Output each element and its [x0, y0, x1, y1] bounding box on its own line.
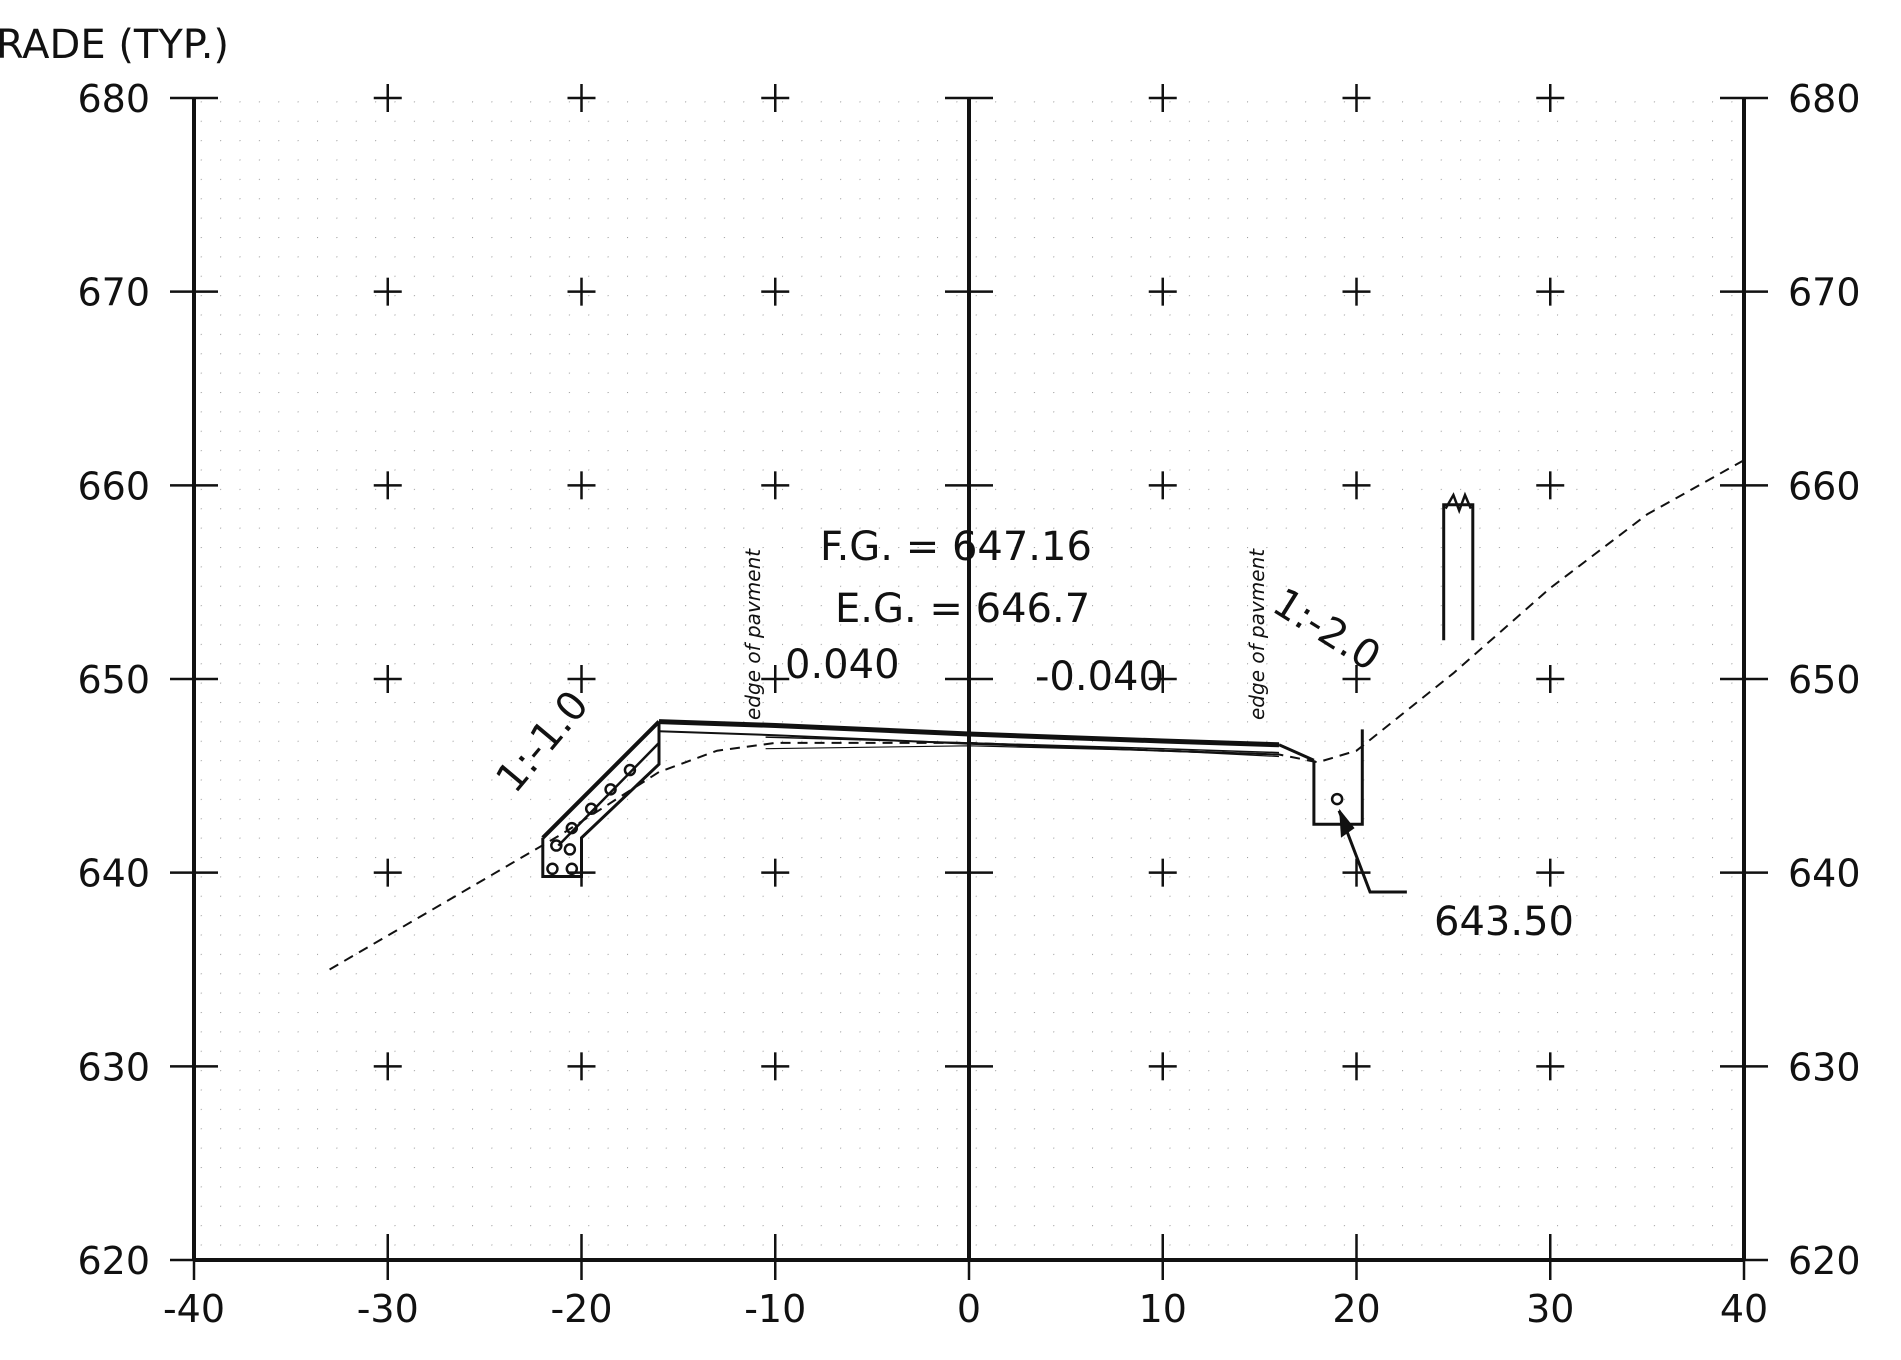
major-grid-crosses	[170, 84, 1768, 1280]
y-tick-labels-left: 680 670 660 650 640 630 620	[77, 77, 150, 1283]
profiles	[329, 459, 1745, 971]
ditch-elevation-point	[1330, 792, 1344, 806]
x-tick-labels: -40 -30 -20 -10 0 10 20 30 40	[163, 1287, 1768, 1331]
y-tick-label-right: 650	[1788, 658, 1861, 702]
y-tick-label-right: 620	[1788, 1239, 1861, 1283]
y-tick-label-left: 670	[77, 271, 150, 315]
y-tick-label-left: 660	[77, 464, 150, 508]
eg-label: E.G. = 646.7	[835, 586, 1090, 632]
rebar-dot	[565, 862, 579, 876]
fg-label: F.G. = 647.16	[820, 524, 1092, 570]
y-tick-labels-right: 680 670 660 650 640 630 620	[1788, 77, 1861, 1283]
rebar-dot	[550, 839, 563, 852]
x-tick-label: -40	[163, 1287, 225, 1331]
subgrade-line-2	[765, 745, 1280, 758]
x-tick-label: 40	[1720, 1287, 1768, 1331]
subgrade-line	[765, 736, 1280, 754]
left-wall-outer-line	[541, 720, 661, 840]
x-tick-label: -10	[744, 1287, 806, 1331]
x-tick-label: 10	[1139, 1287, 1187, 1331]
left-wall-footing	[541, 721, 661, 878]
edge-of-pavement-right-label: edge of pavment	[1245, 548, 1269, 720]
right-shoulder-line	[1278, 743, 1315, 762]
y-tick-label-left: 630	[77, 1045, 150, 1089]
ditch-elevation-label: 643.50	[1434, 899, 1574, 945]
rebar-dot	[563, 843, 577, 856]
slope-left-pavement-label: 0.040	[785, 642, 900, 688]
y-tick-label-left: 680	[77, 77, 150, 121]
finished-grade-line	[658, 719, 1280, 748]
edge-of-pavement-left-label: edge of pavment	[741, 548, 765, 720]
slope-right-pavement-label: -0.040	[1035, 654, 1164, 700]
x-tick-label: 0	[957, 1287, 981, 1331]
rebar-dot	[584, 802, 598, 816]
rebar-dot	[546, 862, 559, 876]
y-tick-label-right: 680	[1788, 77, 1861, 121]
x-tick-label: 30	[1526, 1287, 1574, 1331]
x-tick-label: -30	[357, 1287, 419, 1331]
x-tick-label: -20	[550, 1287, 612, 1331]
post-top-mark	[1444, 491, 1472, 515]
y-tick-label-right: 640	[1788, 852, 1861, 896]
rebar-dot	[604, 783, 617, 796]
y-tick-label-right: 630	[1788, 1045, 1861, 1089]
y-tick-label-left: 650	[77, 658, 150, 702]
pavement-base-line	[658, 730, 1280, 756]
header-text: RADE (TYP.)	[0, 22, 229, 68]
x-tick-label: 20	[1332, 1287, 1380, 1331]
right-ditch-outline	[1312, 729, 1364, 826]
rebar-dot	[623, 763, 637, 777]
y-tick-label-right: 660	[1788, 464, 1861, 508]
y-tick-label-left: 620	[77, 1239, 150, 1283]
ditch-leader-line	[1337, 810, 1407, 894]
y-tick-label-right: 670	[1788, 271, 1861, 315]
y-tick-label-left: 640	[77, 852, 150, 896]
ditch-leader-arrowhead	[1339, 808, 1355, 838]
rebar-dot	[565, 821, 579, 835]
